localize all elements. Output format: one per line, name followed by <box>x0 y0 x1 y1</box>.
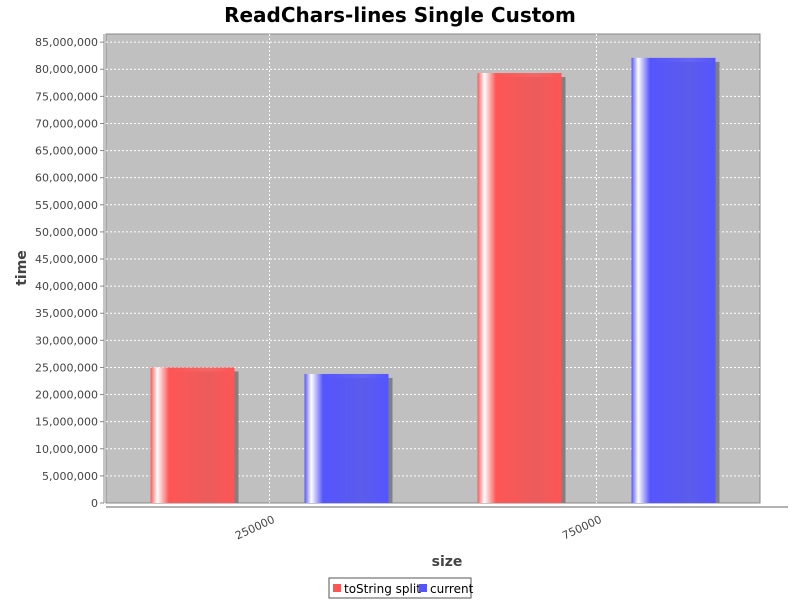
legend-label-tostring-split: toString split <box>344 582 421 596</box>
y-tick-label: 35,000,000 <box>35 307 98 320</box>
y-tick-label: 10,000,000 <box>35 443 98 456</box>
legend-swatch-tostring-split <box>333 584 341 592</box>
legend-swatch-current <box>419 584 427 592</box>
y-tick-label: 80,000,000 <box>35 63 98 76</box>
bar-current-250000 <box>304 373 389 503</box>
bar-tostring-split-750000 <box>477 73 562 503</box>
y-tick-label: 55,000,000 <box>35 199 98 212</box>
y-tick-label: 65,000,000 <box>35 145 98 158</box>
x-tick-label: 250000 <box>233 513 277 543</box>
y-tick-label: 85,000,000 <box>35 36 98 49</box>
y-tick-label: 5,000,000 <box>42 470 98 483</box>
x-axis-ticks: 250000 750000 <box>233 513 604 543</box>
y-tick-label: 25,000,000 <box>35 361 98 374</box>
y-tick-label: 45,000,000 <box>35 253 98 266</box>
bar-current-750000 <box>631 57 716 503</box>
y-tick-label: 15,000,000 <box>35 416 98 429</box>
x-tick-label: 750000 <box>560 513 604 543</box>
legend-box <box>328 577 472 599</box>
y-tick-label: 50,000,000 <box>35 226 98 239</box>
y-tick-label: 0 <box>91 497 98 510</box>
y-tick-label: 20,000,000 <box>35 389 98 402</box>
x-axis-label: size <box>432 554 463 570</box>
y-tick-label: 75,000,000 <box>35 90 98 103</box>
y-tick-label: 60,000,000 <box>35 172 98 185</box>
y-tick-label: 30,000,000 <box>35 334 98 347</box>
y-axis-ticks: 0 5,000,000 10,000,000 15,000,000 20,000,000… <box>35 36 104 510</box>
y-tick-label: 40,000,000 <box>35 280 98 293</box>
y-tick-label: 70,000,000 <box>35 117 98 130</box>
legend: toString split current <box>328 577 474 599</box>
legend-label-current: current <box>430 582 474 596</box>
chart-title: ReadChars-lines Single Custom <box>224 3 576 27</box>
bars <box>150 57 720 503</box>
bar-tostring-split-250000 <box>150 367 235 503</box>
y-axis-label: time <box>14 250 30 286</box>
